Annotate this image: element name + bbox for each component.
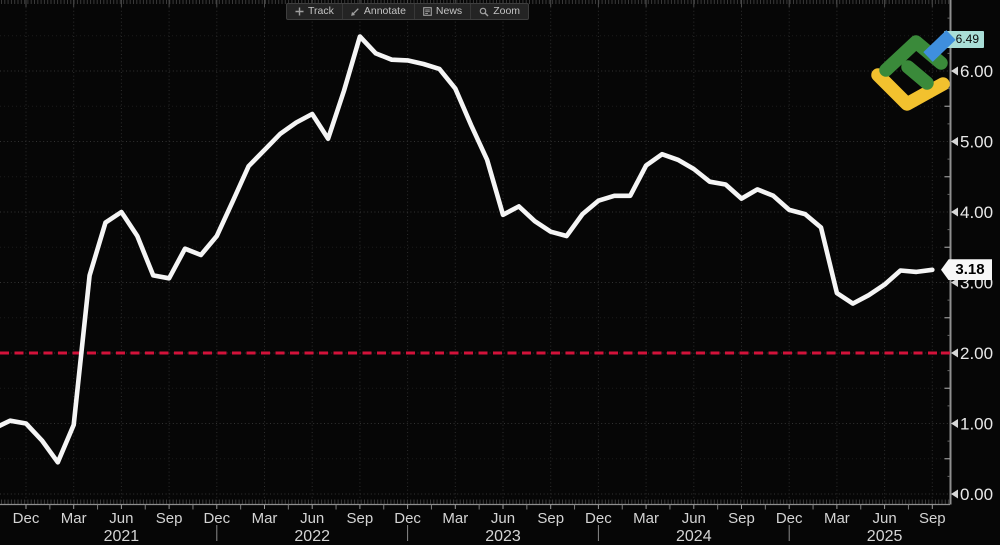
- svg-text:2022: 2022: [294, 528, 330, 545]
- news-button-label: News: [435, 5, 463, 18]
- svg-text:Mar: Mar: [252, 510, 278, 527]
- track-button[interactable]: Track: [287, 4, 343, 19]
- annotate-button-label: Annotate: [363, 5, 406, 18]
- svg-text:2.00: 2.00: [960, 344, 993, 363]
- svg-text:2024: 2024: [676, 528, 712, 545]
- svg-text:Jun: Jun: [682, 510, 706, 527]
- svg-text:Sep: Sep: [728, 510, 755, 527]
- litefinance-logo: [871, 30, 956, 111]
- svg-text:5.00: 5.00: [960, 133, 993, 152]
- svg-text:Mar: Mar: [824, 510, 850, 527]
- svg-text:Dec: Dec: [203, 510, 230, 527]
- annotate-button[interactable]: Annotate: [343, 4, 415, 19]
- svg-text:0.00: 0.00: [960, 485, 993, 504]
- high-price-flag: 6.49: [944, 30, 984, 48]
- svg-text:Mar: Mar: [633, 510, 659, 527]
- svg-text:Jun: Jun: [300, 510, 324, 527]
- svg-text:Sep: Sep: [156, 510, 183, 527]
- zoom-button[interactable]: Zoom: [471, 4, 528, 19]
- svg-text:Mar: Mar: [61, 510, 87, 527]
- svg-text:Sep: Sep: [347, 510, 374, 527]
- svg-text:6.00: 6.00: [960, 62, 993, 81]
- svg-text:Dec: Dec: [776, 510, 803, 527]
- plus-icon: [295, 7, 304, 16]
- svg-text:Mar: Mar: [442, 510, 468, 527]
- svg-text:Jun: Jun: [491, 510, 515, 527]
- svg-text:2025: 2025: [867, 528, 903, 545]
- svg-text:Jun: Jun: [109, 510, 133, 527]
- svg-text:Dec: Dec: [13, 510, 40, 527]
- pencil-icon: [351, 8, 359, 16]
- svg-text:Dec: Dec: [394, 510, 421, 527]
- svg-text:Dec: Dec: [585, 510, 612, 527]
- svg-text:4.00: 4.00: [960, 203, 993, 222]
- svg-text:Sep: Sep: [537, 510, 564, 527]
- svg-text:2023: 2023: [485, 528, 521, 545]
- zoom-button-label: Zoom: [493, 5, 521, 18]
- svg-text:Jun: Jun: [873, 510, 897, 527]
- svg-text:2021: 2021: [104, 528, 140, 545]
- news-icon: [423, 7, 432, 16]
- chart-toolbar: Track Annotate News Zoom: [286, 3, 530, 20]
- last-price-flag: 3.18: [941, 259, 992, 281]
- svg-text:Sep: Sep: [919, 510, 946, 527]
- zoom-icon: [479, 7, 489, 16]
- news-button[interactable]: News: [415, 4, 472, 19]
- svg-text:1.00: 1.00: [960, 415, 993, 434]
- track-button-label: Track: [308, 5, 334, 18]
